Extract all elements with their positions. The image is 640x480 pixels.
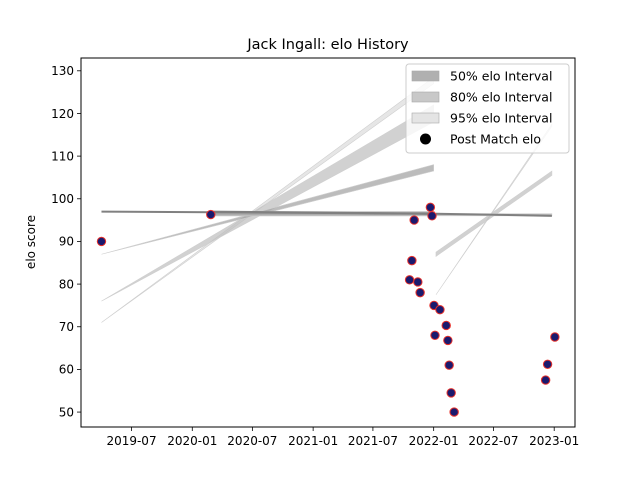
legend-label-1: 50% elo Interval [450, 69, 552, 84]
x-tick-label-2: 2020-01 [167, 434, 217, 448]
legend-label-4: Post Match elo [450, 132, 541, 147]
mean-lines [101, 210, 552, 217]
post-match-point-1 [96, 236, 107, 247]
y-tick-label-9: 130 [51, 64, 74, 78]
post-match-point-4 [407, 255, 417, 266]
legend-frame [405, 63, 570, 154]
y-tick-label-4: 80 [59, 277, 74, 291]
x-tick-label-8: 2023-01 [529, 434, 579, 448]
legend-swatch-1 [411, 70, 440, 82]
y-tick-label-6: 100 [51, 192, 74, 206]
post-match-point-16 [446, 388, 456, 398]
post-match-point-12 [435, 304, 445, 315]
chart-title: Jack Ingall: elo History [246, 37, 409, 53]
post-match-point-6 [413, 277, 423, 287]
x-tick-label-7: 2022-07 [468, 434, 518, 448]
legend-label-3: 95% elo Interval [450, 111, 552, 126]
y-axis-label: elo score [24, 215, 38, 269]
x-tick-label-4: 2021-01 [288, 434, 338, 448]
post-match-point-11 [430, 330, 440, 340]
post-match-point-7 [415, 287, 425, 298]
post-match-point-19 [542, 359, 553, 369]
legend-swatch-2 [411, 91, 440, 103]
plot-area-frame [80, 57, 576, 428]
legend-swatch-4 [420, 133, 431, 145]
x-tick-label-5: 2021-07 [348, 434, 398, 448]
y-tick-label-7: 110 [51, 149, 74, 163]
post-match-point-20 [550, 332, 560, 342]
post-match-point-2 [206, 209, 216, 220]
y-tick-label-2: 60 [59, 363, 74, 377]
post-match-point-5 [409, 215, 419, 225]
legend-swatch-3 [411, 112, 440, 124]
y-axis: 50 60 70 80 90 100 110 120 130 [51, 64, 81, 419]
y-tick-label-3: 70 [59, 320, 74, 334]
y-tick-label-8: 120 [51, 107, 74, 121]
post-match-point-17 [449, 407, 459, 417]
x-axis: 2019-07 2020-01 2020-07 2021-01 2021-07 2022-… [106, 427, 579, 448]
x-tick-label-1: 2019-07 [106, 434, 156, 448]
post-match-point-8 [425, 202, 436, 213]
legend-label-2: 80% elo Interval [450, 90, 552, 105]
post-match-point-9 [427, 211, 437, 221]
legend: 50% elo Interval 80% elo Interval 95% elo … [405, 63, 570, 154]
post-match-point-14 [443, 335, 453, 346]
mean-line-segment-2 [210, 210, 435, 215]
y-tick-label-5: 90 [59, 235, 74, 249]
x-tick-label-6: 2022-01 [409, 434, 459, 448]
mean-line-segment-3 [435, 212, 552, 217]
post-match-point-3 [404, 275, 415, 285]
post-match-point-18 [540, 375, 551, 385]
post-match-points [96, 202, 560, 417]
post-match-point-15 [444, 360, 454, 370]
x-tick-label-3: 2020-07 [227, 434, 277, 448]
y-tick-label-1: 50 [59, 405, 74, 419]
post-match-point-13 [441, 320, 451, 331]
